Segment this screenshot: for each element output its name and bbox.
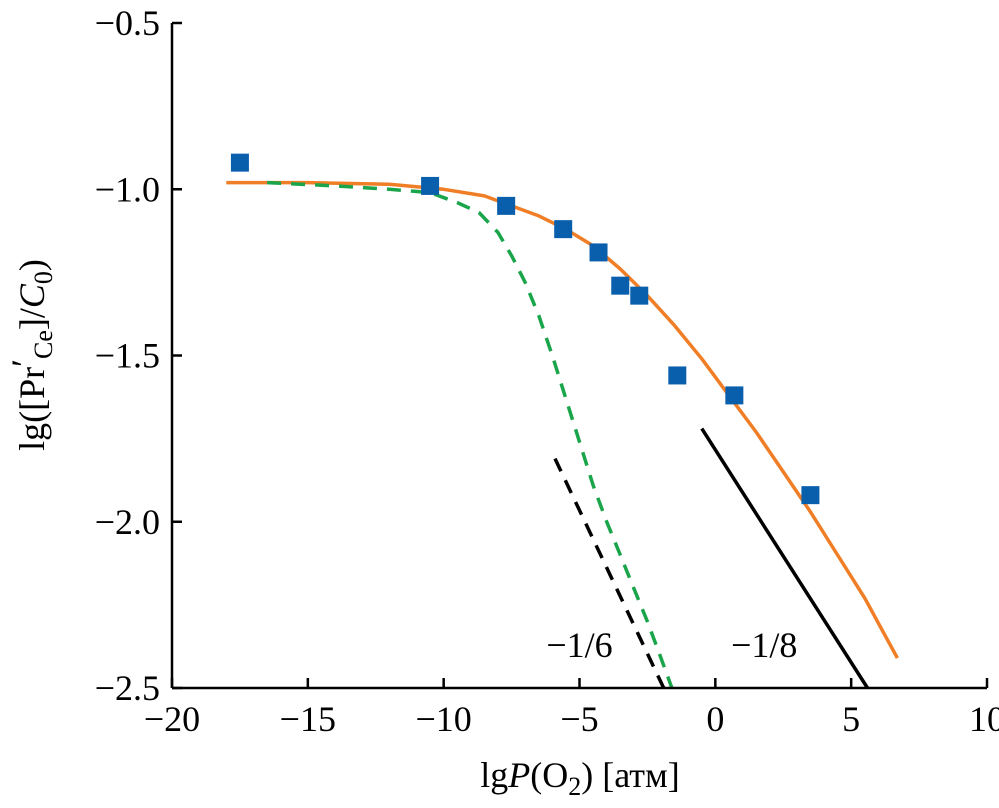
data-point [801, 486, 820, 505]
slope-label: −1/8 [731, 625, 797, 665]
data-point [554, 220, 573, 239]
axis-ticks [170, 21, 989, 690]
x-tick-label: 5 [842, 699, 860, 739]
slope-label: −1/6 [546, 625, 612, 665]
slope-annotations: −1/6 −1/8 [546, 625, 797, 665]
series-line-fit [226, 180, 899, 659]
x-tick-label: 10 [969, 699, 999, 739]
series-line-slope-1-6 [553, 457, 666, 689]
data-point [725, 386, 744, 405]
y-tick-label: −1.0 [95, 169, 160, 209]
data-point [668, 366, 687, 385]
x-tick-label: 0 [706, 699, 724, 739]
data-point [589, 243, 608, 262]
series-line-model [267, 180, 674, 689]
data-point [630, 286, 649, 305]
x-axis-title: lgP(O2) [атм] [480, 755, 680, 801]
plot-series-lines [226, 180, 899, 689]
data-point [230, 153, 249, 172]
x-tick-label: −5 [560, 699, 598, 739]
plot-data-points [230, 153, 820, 505]
data-point [421, 176, 440, 195]
x-tick-label: −20 [144, 699, 200, 739]
tick-labels: −20 −15 −10 −5 0 5 10 −0.5 −1.0 −1.5 −2.0 −2.5 [95, 3, 999, 739]
data-point [611, 276, 630, 295]
y-axis-title: lg([Pr′Ce]/C0) [4, 259, 58, 451]
y-tick-label: −1.5 [95, 336, 160, 376]
axes [170, 23, 987, 690]
series-line-slope-1-8 [700, 427, 869, 689]
x-tick-label: −10 [416, 699, 472, 739]
y-tick-label: −2.0 [95, 502, 160, 542]
data-point [497, 196, 516, 215]
y-tick-label: −2.5 [95, 668, 160, 708]
y-tick-label: −0.5 [95, 3, 160, 43]
x-tick-label: −15 [280, 699, 336, 739]
